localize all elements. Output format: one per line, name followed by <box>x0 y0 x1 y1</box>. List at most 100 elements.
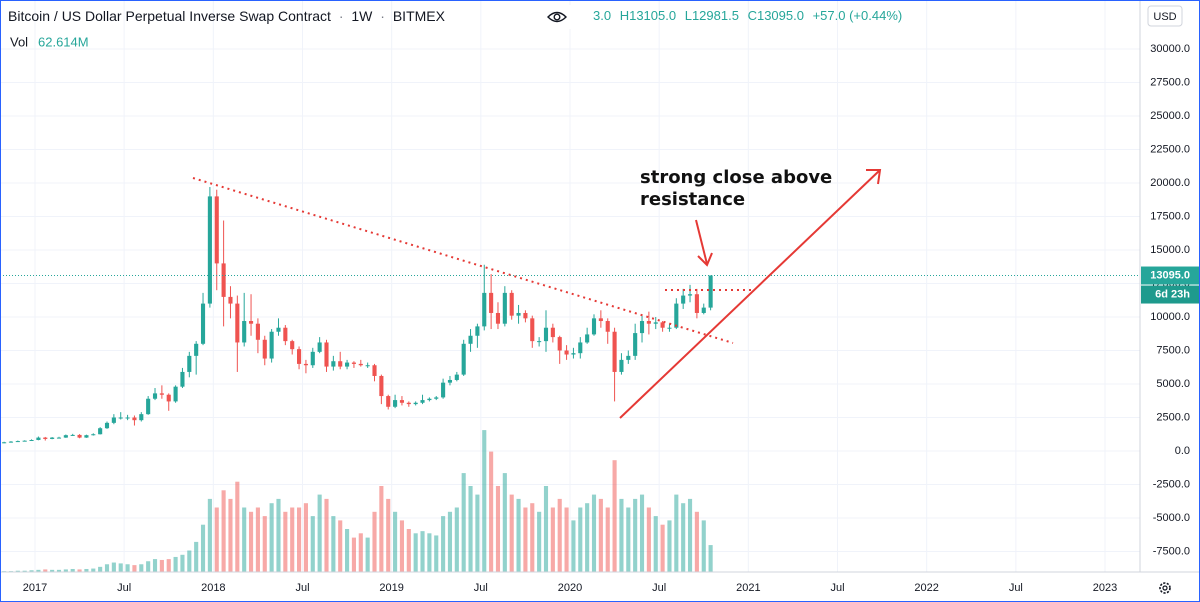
change-value: +57.0 (+0.44%) <box>813 8 903 23</box>
candle-body <box>15 441 20 443</box>
candle-body <box>56 437 62 439</box>
ohlc-legend: 3.0 H13105.0 L12981.5 C13095.0 +57.0 (+0… <box>593 8 902 23</box>
volume-bar <box>221 490 226 572</box>
eye-pupil[interactable] <box>553 13 561 21</box>
volume-bar <box>139 564 144 572</box>
volume-bar <box>228 498 233 572</box>
volume-bar <box>447 511 453 572</box>
volume-bar <box>84 568 89 572</box>
down-arrow-head <box>697 252 713 267</box>
y-tick-label: 0.0 <box>1175 445 1190 457</box>
volume-bar <box>708 545 713 572</box>
x-tick-label: 2017 <box>23 582 47 594</box>
candle-body <box>434 397 439 399</box>
volume-bar <box>598 498 603 572</box>
candle-body <box>516 312 521 316</box>
symbol-title: Bitcoin / US Dollar Perpetual Inverse Sw… <box>8 8 331 24</box>
x-tick-label: Jul <box>1009 582 1023 594</box>
volume-bar <box>351 537 356 572</box>
candle-body <box>543 327 549 342</box>
candle-body <box>626 355 631 360</box>
candle-body <box>331 361 336 367</box>
currency-button[interactable]: USD <box>1147 5 1183 27</box>
x-tick-label: 2020 <box>558 582 582 594</box>
volume-bar <box>427 533 432 572</box>
x-tick-label: Jul <box>295 582 309 594</box>
x-tick-label: Jul <box>117 582 131 594</box>
volume-bar <box>550 507 555 572</box>
currency[interactable]: USD <box>1153 11 1176 23</box>
volume-bar <box>15 570 20 572</box>
gear-center[interactable] <box>1162 585 1168 591</box>
candle-body <box>146 398 151 415</box>
volume-bar <box>132 565 137 572</box>
candle-body <box>187 355 192 372</box>
candle-body <box>708 275 713 308</box>
volume-label: Vol <box>10 34 28 49</box>
candle-body <box>633 333 638 356</box>
currency-box[interactable] <box>1147 5 1183 27</box>
x-tick-label: 2023 <box>1093 582 1117 594</box>
candle-body <box>605 321 610 332</box>
volume-bar <box>639 494 645 572</box>
volume-bar <box>214 507 219 572</box>
y-tick-label: 5000.0 <box>1156 378 1190 390</box>
x-tick-label: 2018 <box>201 582 225 594</box>
y-tick-label: 30000.0 <box>1150 43 1190 55</box>
volume-bar <box>674 494 679 572</box>
candle-body <box>228 296 233 304</box>
candle-body <box>317 342 322 352</box>
volume-bar <box>98 566 103 572</box>
candle-body <box>248 321 254 324</box>
volume-bar <box>152 559 158 572</box>
volume-bar <box>118 563 123 572</box>
candle-body <box>441 382 446 398</box>
candle-body <box>502 292 507 324</box>
symbol-header: Bitcoin / US Dollar Perpetual Inverse Sw… <box>8 8 446 24</box>
y-tick-label: 15000.0 <box>1150 244 1190 256</box>
last-price-label: 13095.0 <box>1150 269 1190 281</box>
volume-bar <box>36 569 41 572</box>
candle-body <box>413 402 418 405</box>
x-tick-label: 2019 <box>379 582 403 594</box>
trend-line <box>192 177 734 344</box>
candle-body <box>290 341 295 350</box>
candle-body <box>269 331 274 359</box>
candle-body <box>118 417 123 419</box>
candle-body <box>468 335 473 344</box>
candle-body <box>70 434 75 436</box>
volume-pane <box>2 430 713 572</box>
candle-body <box>420 400 425 403</box>
candle-body <box>8 441 14 443</box>
volume-bar <box>111 562 116 572</box>
candle-body <box>152 393 158 399</box>
candle-body <box>173 386 178 402</box>
visibility-toggle[interactable] <box>541 5 591 29</box>
exchange: BITMEX <box>393 8 446 24</box>
volume-bar <box>523 507 528 572</box>
up-arrow-head <box>866 169 882 185</box>
settings-button[interactable] <box>1159 582 1171 594</box>
candle-body <box>393 400 398 407</box>
candle-body <box>324 342 329 367</box>
candle-body <box>530 318 535 342</box>
candle-body <box>98 428 103 435</box>
ohlc-value: C13095.0 <box>748 8 804 23</box>
y-tick-label: 10000.0 <box>1150 311 1190 323</box>
candle-body <box>701 307 706 313</box>
volume-bar <box>317 494 322 572</box>
ohlc-value: L12981.5 <box>685 8 739 23</box>
volume-bar <box>331 516 336 572</box>
volume-bar <box>399 520 405 572</box>
volume-bar <box>104 564 110 572</box>
candle-body <box>91 434 96 436</box>
x-tick-label: Jul <box>474 582 488 594</box>
eye-icon[interactable] <box>547 11 567 23</box>
volume-bar <box>660 524 665 572</box>
volume-bar <box>345 529 350 572</box>
volume-bar <box>564 507 569 572</box>
volume-bar <box>393 511 398 572</box>
volume-bar <box>475 494 480 572</box>
gear-icon[interactable] <box>1159 582 1171 594</box>
